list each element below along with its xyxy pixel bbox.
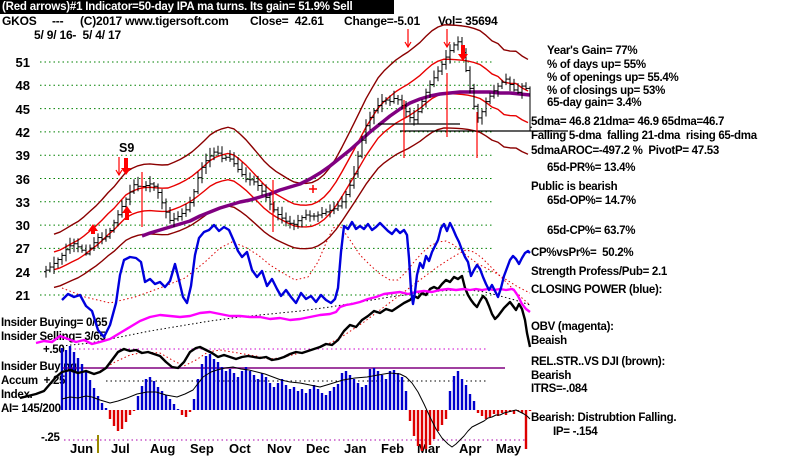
chart-label-0: S9 (119, 141, 135, 155)
stat-line-13: Strength Profess/Pub= 2.1 (531, 266, 667, 278)
stat-line-8: 65d-PR%= 13.4% (547, 162, 636, 174)
month-label-may: May (496, 441, 522, 456)
stat-line-12: CP%vsPr%= 50.2% (531, 247, 634, 259)
price-tick-30: 30 (15, 218, 30, 233)
month-label-sep: Sep (190, 441, 214, 456)
header-separator: --- (52, 14, 64, 28)
price-tick-42: 42 (15, 125, 30, 140)
stat-line-10: 65d-OP%= 14.7% (547, 195, 636, 207)
left-annotation-7: -.25 (41, 432, 60, 444)
stat-line-9: Public is bearish (531, 181, 618, 193)
header-symbol: GKOS (2, 14, 37, 28)
left-annotation-1: Insider Selling= 3/65 (1, 331, 106, 343)
stat-line-14: CLOSING POWER (blue): (531, 284, 663, 296)
price-tick-33: 33 (15, 195, 30, 210)
stat-line-6: Falling 5-dma falling 21-dma rising 65-d… (531, 130, 757, 142)
month-label-oct: Oct (229, 441, 251, 456)
price-tick-27: 27 (15, 241, 30, 256)
month-label-nov: Nov (267, 441, 292, 456)
month-label-feb: Feb (381, 441, 405, 456)
header-copyright: (C)2017 www.tigersoft.com (80, 14, 229, 28)
price-tick-51: 51 (15, 55, 30, 70)
stat-line-1: % of days up= 55% (547, 59, 646, 71)
stat-line-2: % of openings up= 55.4% (547, 72, 679, 84)
left-annotation-3: Insider Buying (1, 361, 77, 373)
indicator-title-bar: (Red arrows)#1 Indicator=50-day IPA ma t… (0, 0, 394, 14)
month-label-apr: Apr (459, 441, 482, 456)
stat-line-11: 65d-CP%= 63.7% (547, 225, 636, 237)
month-label-dec: Dec (306, 441, 330, 456)
stat-line-5: 5dma= 46.8 21dma= 46.9 65dma=46.7 (531, 116, 725, 128)
left-annotation-4: Accum +.25 (1, 375, 66, 387)
price-tick-45: 45 (15, 102, 30, 117)
left-annotation-5: Index. (1, 389, 33, 401)
price-tick-24: 24 (15, 265, 30, 280)
left-annotation-6: AI= 145/200 (1, 403, 61, 415)
header-close-value: Close= 42.61 (250, 14, 324, 28)
header-change-value: Change=-5.01 (344, 14, 420, 28)
month-label-mar: Mar (417, 441, 441, 456)
stat-line-4: 65-day gain= 3.4% (547, 97, 642, 109)
price-tick-39: 39 (15, 148, 30, 163)
stat-line-3: % of closings up= 53% (547, 85, 665, 97)
stat-line-7: 5dmaAROC=-497.2 % PivotP= 47.53 (531, 145, 719, 157)
left-annotation-0: Insider Buying= 0/65 (1, 317, 108, 329)
stat-line-20: Bearish: Distrubtion Falling. (531, 412, 677, 424)
month-label-jul: Jul (111, 441, 130, 456)
stat-line-15: OBV (magenta): (531, 321, 614, 333)
header-volume-value: Vol= 35694 (438, 14, 498, 28)
month-label-jun: Jun (70, 441, 94, 456)
price-tick-36: 36 (15, 172, 30, 187)
stat-line-0: Year's Gain= 77% (547, 45, 638, 57)
stat-line-21: IP= -.154 (553, 426, 598, 438)
stat-line-18: Bearish (531, 370, 572, 382)
price-tick-48: 48 (15, 78, 30, 93)
month-label-jan: Jan (344, 441, 367, 456)
left-annotation-2: +.50 (43, 344, 65, 356)
stat-line-17: REL.STR..VS DJI (brown): (531, 356, 665, 368)
stat-line-19: ITRS=-.084 (531, 383, 588, 395)
month-label-aug: Aug (150, 441, 176, 456)
stat-line-16: Beaish (531, 335, 567, 347)
price-tick-21: 21 (15, 288, 30, 303)
